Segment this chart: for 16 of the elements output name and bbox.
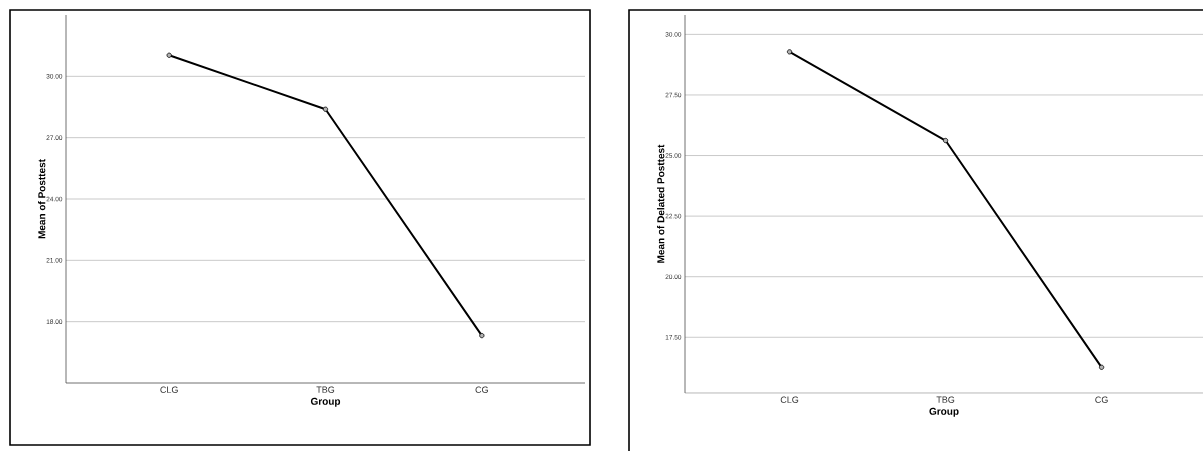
x-tick-label: CLG: [780, 396, 799, 403]
x-tick-label: CG: [475, 386, 488, 393]
point: [166, 52, 172, 58]
point: [322, 106, 329, 112]
y-axis-title: Mean of Delated Posttest: [657, 144, 665, 263]
x-tick-label: CLG: [160, 386, 178, 393]
point: [942, 137, 949, 144]
x-axis-title: Group: [310, 397, 341, 407]
x-tick-label: CG: [1095, 396, 1108, 403]
point: [1098, 364, 1105, 370]
x-axis-title: Group: [929, 407, 959, 417]
y-axis-title: Mean of Posttest: [38, 159, 46, 239]
x-tick-label: TBG: [316, 386, 335, 393]
x-tick-label: TBG: [936, 396, 955, 403]
point: [479, 332, 485, 339]
point: [786, 49, 793, 55]
